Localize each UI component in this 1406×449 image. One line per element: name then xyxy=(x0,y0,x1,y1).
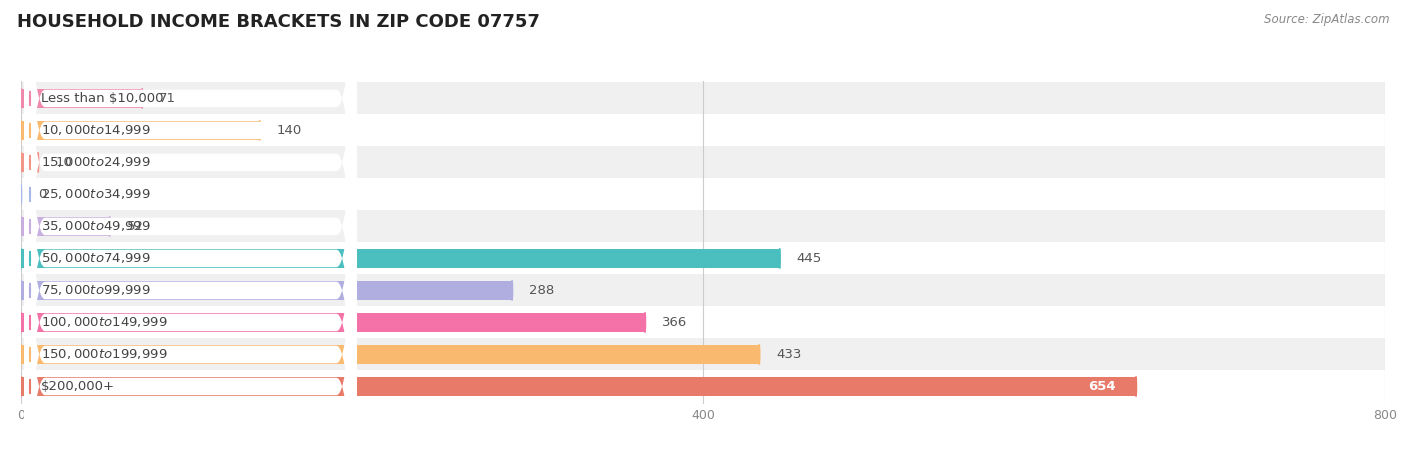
Bar xyxy=(21,377,1136,396)
Bar xyxy=(21,88,142,108)
Text: 288: 288 xyxy=(529,284,554,297)
Text: $35,000 to $49,999: $35,000 to $49,999 xyxy=(41,220,150,233)
Text: 71: 71 xyxy=(159,92,176,105)
Text: 654: 654 xyxy=(1088,380,1115,393)
Text: 52: 52 xyxy=(127,220,143,233)
Bar xyxy=(21,307,1385,339)
Bar xyxy=(21,249,780,269)
Bar xyxy=(21,216,110,236)
FancyBboxPatch shape xyxy=(24,0,357,449)
Bar xyxy=(21,211,1385,242)
Text: 433: 433 xyxy=(776,348,801,361)
Text: 10: 10 xyxy=(55,156,72,169)
FancyBboxPatch shape xyxy=(24,0,357,449)
FancyBboxPatch shape xyxy=(24,0,357,449)
Bar xyxy=(21,242,1385,274)
Bar xyxy=(21,313,645,332)
Text: $50,000 to $74,999: $50,000 to $74,999 xyxy=(41,251,150,265)
FancyBboxPatch shape xyxy=(24,0,357,449)
Bar xyxy=(21,83,1385,114)
FancyBboxPatch shape xyxy=(24,0,357,449)
FancyBboxPatch shape xyxy=(24,0,357,449)
Text: $150,000 to $199,999: $150,000 to $199,999 xyxy=(41,348,167,361)
Bar xyxy=(21,114,1385,146)
FancyBboxPatch shape xyxy=(24,11,357,449)
Text: $100,000 to $149,999: $100,000 to $149,999 xyxy=(41,316,167,330)
Text: 0: 0 xyxy=(38,188,46,201)
Text: $25,000 to $34,999: $25,000 to $34,999 xyxy=(41,187,150,202)
Text: 366: 366 xyxy=(662,316,688,329)
Text: $200,000+: $200,000+ xyxy=(41,380,115,393)
Bar xyxy=(21,281,512,300)
Text: 140: 140 xyxy=(277,124,302,137)
FancyBboxPatch shape xyxy=(24,0,357,449)
Bar xyxy=(21,120,260,141)
Bar xyxy=(21,146,1385,178)
Text: Source: ZipAtlas.com: Source: ZipAtlas.com xyxy=(1264,13,1389,26)
Text: $15,000 to $24,999: $15,000 to $24,999 xyxy=(41,155,150,169)
Bar xyxy=(21,339,1385,370)
Text: 445: 445 xyxy=(797,252,823,265)
Text: $10,000 to $14,999: $10,000 to $14,999 xyxy=(41,123,150,137)
Bar xyxy=(21,153,38,172)
Bar xyxy=(21,370,1385,402)
Text: $75,000 to $99,999: $75,000 to $99,999 xyxy=(41,283,150,298)
FancyBboxPatch shape xyxy=(24,0,357,449)
Bar xyxy=(21,274,1385,307)
Bar xyxy=(21,178,1385,211)
Bar xyxy=(21,344,759,365)
FancyBboxPatch shape xyxy=(24,0,357,449)
Text: Less than $10,000: Less than $10,000 xyxy=(41,92,163,105)
Text: HOUSEHOLD INCOME BRACKETS IN ZIP CODE 07757: HOUSEHOLD INCOME BRACKETS IN ZIP CODE 07… xyxy=(17,13,540,31)
